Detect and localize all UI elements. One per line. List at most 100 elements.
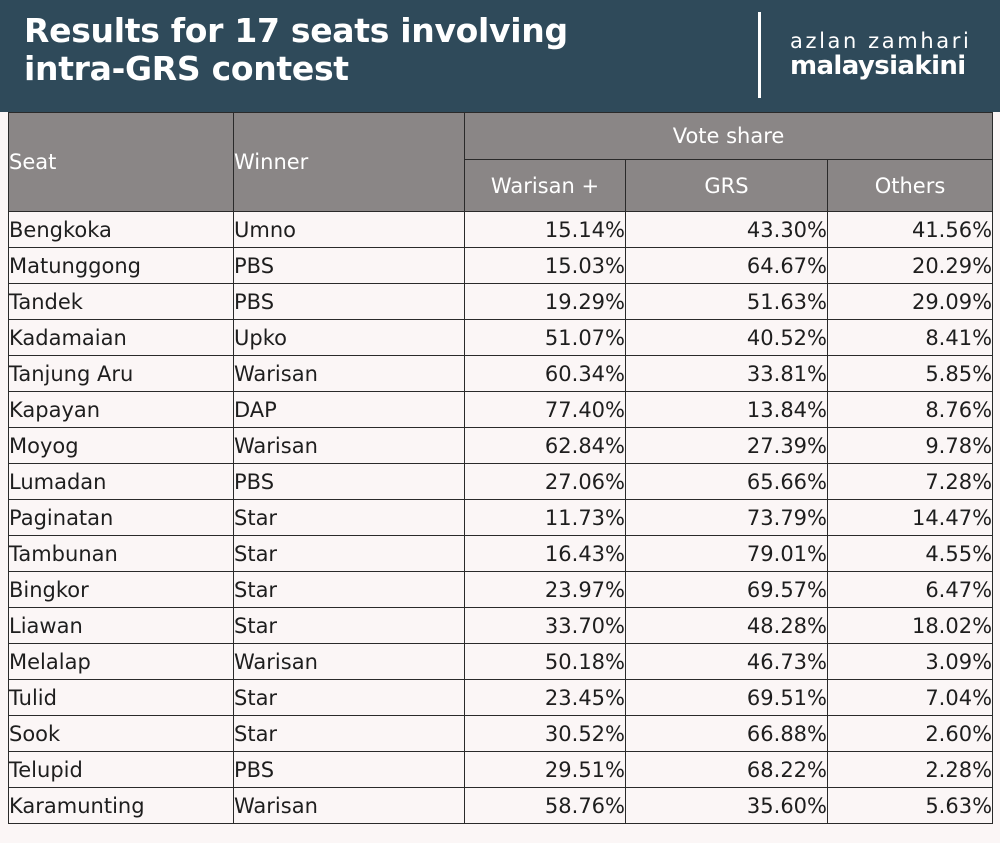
cell-seat: Tambunan [8,535,234,572]
table-row: Kadamaian Upko 51.07% 40.52% 8.41% [8,319,994,356]
cell-grs-share: 68.22% [625,751,828,788]
cell-others-share: 8.41% [826,319,994,356]
cell-warisan-share: 16.43% [464,535,626,572]
table-row: Tulid Star 23.45% 69.51% 7.04% [8,679,994,716]
column-header-vote-share: Vote share [463,112,994,160]
cell-seat: Tulid [8,679,234,716]
table-row: Bingkor Star 23.97% 69.57% 6.47% [8,571,994,608]
table-row: Paginatan Star 11.73% 73.79% 14.47% [8,499,994,536]
cell-others-share: 41.56% [826,211,994,248]
cell-grs-share: 13.84% [625,391,828,428]
cell-winner: DAP [233,391,465,428]
cell-winner: Star [233,571,465,608]
cell-grs-share: 69.51% [625,679,828,716]
column-header-seat: Seat [8,112,234,212]
cell-others-share: 29.09% [826,283,994,320]
table-row: Sook Star 30.52% 66.88% 2.60% [8,715,994,752]
cell-seat: Kadamaian [8,319,234,356]
table-row: Liawan Star 33.70% 48.28% 18.02% [8,607,994,644]
cell-grs-share: 73.79% [625,499,828,536]
cell-seat: Tanjung Aru [8,355,234,392]
cell-warisan-share: 50.18% [464,643,626,680]
title-line-1: Results for 17 seats involving [24,11,568,50]
cell-winner: Upko [233,319,465,356]
cell-grs-share: 48.28% [625,607,828,644]
cell-others-share: 3.09% [826,643,994,680]
cell-others-share: 5.85% [826,355,994,392]
cell-grs-share: 51.63% [625,283,828,320]
cell-warisan-share: 15.03% [464,247,626,284]
cell-grs-share: 64.67% [625,247,828,284]
cell-winner: PBS [233,463,465,500]
cell-others-share: 6.47% [826,571,994,608]
cell-seat: Tandek [8,283,234,320]
cell-seat: Sook [8,715,234,752]
cell-winner: Star [233,607,465,644]
cell-others-share: 7.04% [826,679,994,716]
cell-others-share: 20.29% [826,247,994,284]
table-body: Bengkoka Umno 15.14% 43.30% 41.56% Matunggong… [8,211,994,824]
cell-warisan-share: 11.73% [464,499,626,536]
cell-seat: Matunggong [8,247,234,284]
cell-grs-share: 33.81% [625,355,828,392]
cell-warisan-share: 62.84% [464,427,626,464]
cell-winner: Warisan [233,643,465,680]
header-banner: Results for 17 seats involving intra-GRS… [0,0,1000,112]
cell-grs-share: 27.39% [625,427,828,464]
cell-others-share: 2.60% [826,715,994,752]
cell-warisan-share: 60.34% [464,355,626,392]
table-row: Bengkoka Umno 15.14% 43.30% 41.56% [8,211,994,248]
cell-others-share: 4.55% [826,535,994,572]
cell-grs-share: 43.30% [625,211,828,248]
results-table: Seat Winner Vote share Warisan + GRS Oth… [8,112,994,824]
cell-winner: Umno [233,211,465,248]
cell-warisan-share: 51.07% [464,319,626,356]
cell-grs-share: 46.73% [625,643,828,680]
table-row: Melalap Warisan 50.18% 46.73% 3.09% [8,643,994,680]
cell-others-share: 9.78% [826,427,994,464]
cell-others-share: 5.63% [826,787,994,824]
cell-seat: Bengkoka [8,211,234,248]
table-row: Matunggong PBS 15.03% 64.67% 20.29% [8,247,994,284]
column-header-grs: GRS [625,159,828,212]
author-credit: azlan zamhari [790,29,972,53]
cell-seat: Liawan [8,607,234,644]
header-divider [758,12,761,98]
cell-grs-share: 40.52% [625,319,828,356]
cell-others-share: 2.28% [826,751,994,788]
cell-warisan-share: 77.40% [464,391,626,428]
cell-seat: Kapayan [8,391,234,428]
table-row: Tanjung Aru Warisan 60.34% 33.81% 5.85% [8,355,994,392]
table-row: Moyog Warisan 62.84% 27.39% 9.78% [8,427,994,464]
table-row: Kapayan DAP 77.40% 13.84% 8.76% [8,391,994,428]
title-line-2: intra-GRS contest [24,49,349,88]
cell-grs-share: 79.01% [625,535,828,572]
cell-winner: Star [233,679,465,716]
cell-winner: PBS [233,247,465,284]
cell-others-share: 7.28% [826,463,994,500]
table-row: Tambunan Star 16.43% 79.01% 4.55% [8,535,994,572]
cell-seat: Bingkor [8,571,234,608]
cell-seat: Telupid [8,751,234,788]
column-header-others: Others [826,159,994,212]
cell-seat: Melalap [8,643,234,680]
cell-warisan-share: 30.52% [464,715,626,752]
column-header-winner: Winner [233,112,465,212]
table-row: Tandek PBS 19.29% 51.63% 29.09% [8,283,994,320]
cell-warisan-share: 29.51% [464,751,626,788]
cell-winner: PBS [233,283,465,320]
table-row: Telupid PBS 29.51% 68.22% 2.28% [8,751,994,788]
cell-seat: Lumadan [8,463,234,500]
table-row: Lumadan PBS 27.06% 65.66% 7.28% [8,463,994,500]
cell-grs-share: 65.66% [625,463,828,500]
cell-grs-share: 35.60% [625,787,828,824]
table-row: Karamunting Warisan 58.76% 35.60% 5.63% [8,787,994,824]
brand-logo: malaysiakini [790,51,966,81]
cell-winner: Warisan [233,427,465,464]
cell-winner: Star [233,499,465,536]
cell-winner: Star [233,715,465,752]
cell-warisan-share: 27.06% [464,463,626,500]
cell-grs-share: 66.88% [625,715,828,752]
cell-others-share: 8.76% [826,391,994,428]
chart-title: Results for 17 seats involving intra-GRS… [24,12,724,88]
